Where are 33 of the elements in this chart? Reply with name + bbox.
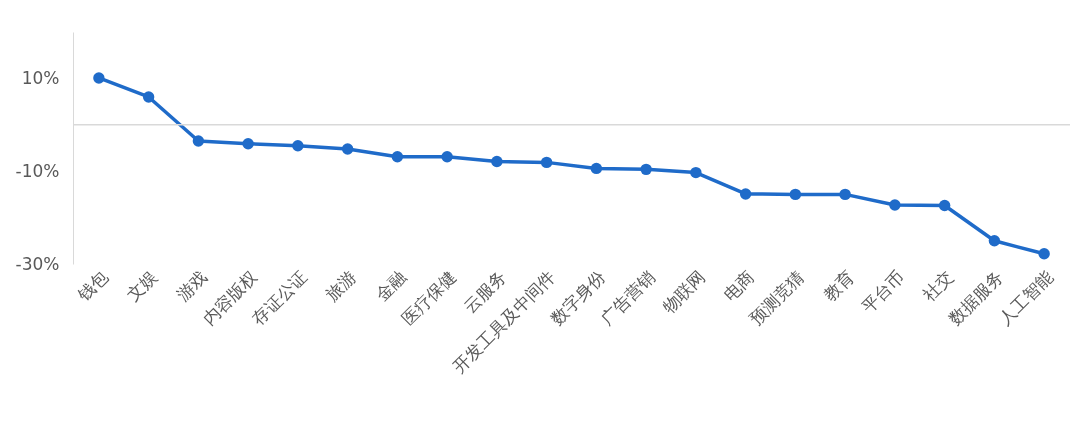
point <box>640 163 652 176</box>
x-tick-label: 电商 <box>719 266 759 305</box>
x-tick-label: 钱包 <box>72 266 112 306</box>
point <box>441 151 453 163</box>
point <box>839 188 851 201</box>
point <box>1038 248 1050 260</box>
x-tick-label: 金融 <box>371 266 410 305</box>
y-tick-label: 10% <box>21 67 60 88</box>
point <box>590 162 603 175</box>
point <box>242 138 254 150</box>
point <box>789 188 802 201</box>
point <box>142 91 155 103</box>
x-tick-label: 社交 <box>918 266 958 305</box>
point <box>341 143 354 155</box>
x-tick-label: 游戏 <box>172 266 211 305</box>
y-tick-label: -10% <box>15 160 60 181</box>
x-tick-label: 教育 <box>819 266 858 305</box>
x-tick-label: 物联网 <box>658 266 709 317</box>
x-tick-label: 文娱 <box>122 266 162 305</box>
point <box>889 199 901 211</box>
point <box>938 199 951 212</box>
y-tick-label: -30% <box>15 253 60 274</box>
point <box>292 139 304 152</box>
point <box>540 156 553 169</box>
x-tick-label: 平台币 <box>857 266 908 317</box>
point <box>739 188 752 200</box>
x-tick-label: 旅游 <box>321 266 361 305</box>
point <box>690 166 702 179</box>
point <box>93 72 105 84</box>
point <box>391 151 404 163</box>
point <box>192 135 205 147</box>
point <box>491 155 503 168</box>
point <box>988 235 1001 247</box>
